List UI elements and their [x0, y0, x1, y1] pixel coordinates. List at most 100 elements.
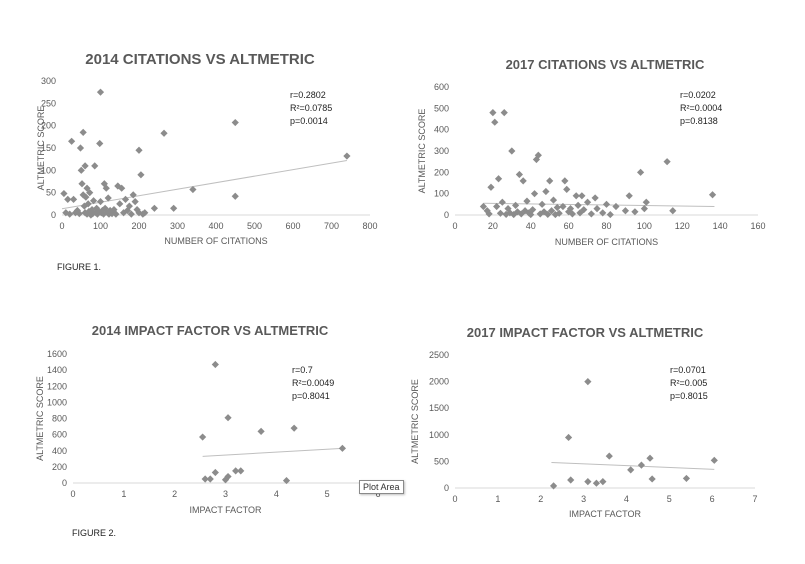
- x-tick-label: 3: [223, 489, 228, 499]
- data-point: [592, 479, 601, 487]
- y-tick-label: 1000: [47, 397, 67, 407]
- data-point: [76, 144, 85, 152]
- data-point: [125, 202, 133, 210]
- y-tick-label: 0: [62, 478, 67, 488]
- data-point: [599, 209, 607, 217]
- x-tick-label: 400: [208, 221, 223, 231]
- figure-1-label: FIGURE 1.: [57, 262, 102, 272]
- data-point: [79, 128, 87, 136]
- data-point: [512, 201, 520, 209]
- chart-title: 2014 CITATIONS VS ALTMETRIC: [85, 51, 315, 68]
- y-tick-label: 2500: [429, 350, 449, 360]
- data-point: [150, 204, 158, 212]
- data-point: [82, 193, 90, 201]
- data-point: [563, 185, 571, 193]
- data-point: [224, 472, 232, 481]
- data-point: [605, 452, 613, 460]
- data-point: [580, 206, 588, 214]
- data-point: [710, 456, 718, 464]
- data-point: [515, 170, 523, 179]
- data-point: [118, 184, 126, 192]
- x-tick-label: 300: [170, 221, 185, 231]
- data-point: [64, 195, 72, 203]
- data-point: [221, 476, 230, 484]
- data-point: [224, 414, 232, 422]
- y-tick-label: 300: [41, 76, 56, 86]
- x-axis-label: IMPACT FACTOR: [189, 505, 262, 515]
- trendline: [61, 160, 347, 210]
- data-point: [574, 201, 582, 209]
- data-point: [583, 198, 592, 206]
- data-point: [591, 194, 599, 202]
- data-point: [199, 433, 207, 441]
- data-point: [96, 88, 105, 96]
- x-tick-label: 5: [325, 489, 330, 499]
- x-tick-label: 2: [172, 489, 177, 499]
- data-point: [498, 198, 506, 206]
- data-point: [593, 205, 601, 213]
- y-tick-label: 200: [41, 121, 56, 131]
- x-tick-label: 0: [452, 494, 457, 504]
- data-point: [257, 427, 265, 435]
- x-tick-label: 6: [375, 489, 380, 499]
- data-point: [189, 185, 197, 194]
- data-point: [627, 466, 635, 474]
- y-tick-label: 1500: [429, 403, 449, 413]
- plot-area-tooltip: Plot Area: [359, 480, 404, 494]
- data-point: [640, 205, 648, 213]
- data-point: [559, 202, 567, 211]
- data-point: [612, 202, 620, 211]
- data-point: [646, 454, 654, 462]
- x-tick-label: 0: [452, 221, 457, 231]
- data-point: [137, 171, 145, 179]
- stat-label: p=0.8015: [670, 391, 708, 401]
- data-point: [77, 166, 85, 174]
- y-axis-label: ALTMETRIC SCORE: [36, 106, 46, 191]
- stat-label: p=0.8138: [680, 116, 718, 126]
- data-point: [500, 109, 508, 117]
- data-point: [211, 468, 219, 477]
- data-point: [578, 192, 586, 200]
- x-tick-label: 200: [131, 221, 146, 231]
- chart-2: 2017 CITATIONS VS ALTMETRIC 0 20 40 60 80 100 1…: [417, 57, 766, 247]
- data-point: [282, 476, 291, 485]
- x-tick-label: 100: [93, 221, 108, 231]
- chart-4: 2017 IMPACT FACTOR VS ALTMETRIC 0 1 2 3 4 5 6 7 0…: [410, 325, 758, 519]
- data-point: [534, 151, 542, 159]
- y-tick-label: 200: [434, 167, 449, 177]
- data-point: [561, 177, 569, 185]
- x-tick-label: 20: [488, 221, 498, 231]
- data-point: [502, 210, 510, 218]
- data-point: [546, 177, 554, 185]
- stat-label: p=0.0014: [290, 116, 328, 126]
- data-point: [542, 187, 550, 196]
- x-tick-label: 140: [713, 221, 728, 231]
- data-point: [584, 478, 592, 486]
- x-tick-label: 500: [247, 221, 262, 231]
- data-point: [566, 205, 575, 213]
- data-point: [538, 200, 546, 208]
- data-point: [66, 210, 74, 218]
- data-point: [69, 195, 78, 203]
- data-point: [86, 189, 94, 197]
- data-point: [584, 378, 592, 386]
- data-point: [568, 210, 577, 218]
- data-point: [121, 195, 130, 203]
- data-point: [510, 210, 518, 219]
- x-tick-label: 800: [362, 221, 377, 231]
- data-point: [343, 152, 351, 160]
- data-point: [491, 118, 499, 126]
- data-point: [648, 475, 656, 483]
- data-point: [530, 190, 539, 198]
- y-tick-label: 0: [51, 210, 56, 220]
- y-tick-label: 100: [41, 165, 56, 175]
- data-point: [708, 191, 717, 199]
- chart-3: 2014 IMPACT FACTOR VS ALTMETRIC 0 1 2 3 4 5 6 0 2…: [35, 323, 381, 515]
- data-point: [572, 192, 580, 200]
- x-tick-label: 6: [710, 494, 715, 504]
- data-point: [78, 180, 86, 188]
- y-tick-label: 200: [52, 462, 67, 472]
- data-point: [232, 467, 240, 475]
- y-tick-label: 250: [41, 98, 56, 108]
